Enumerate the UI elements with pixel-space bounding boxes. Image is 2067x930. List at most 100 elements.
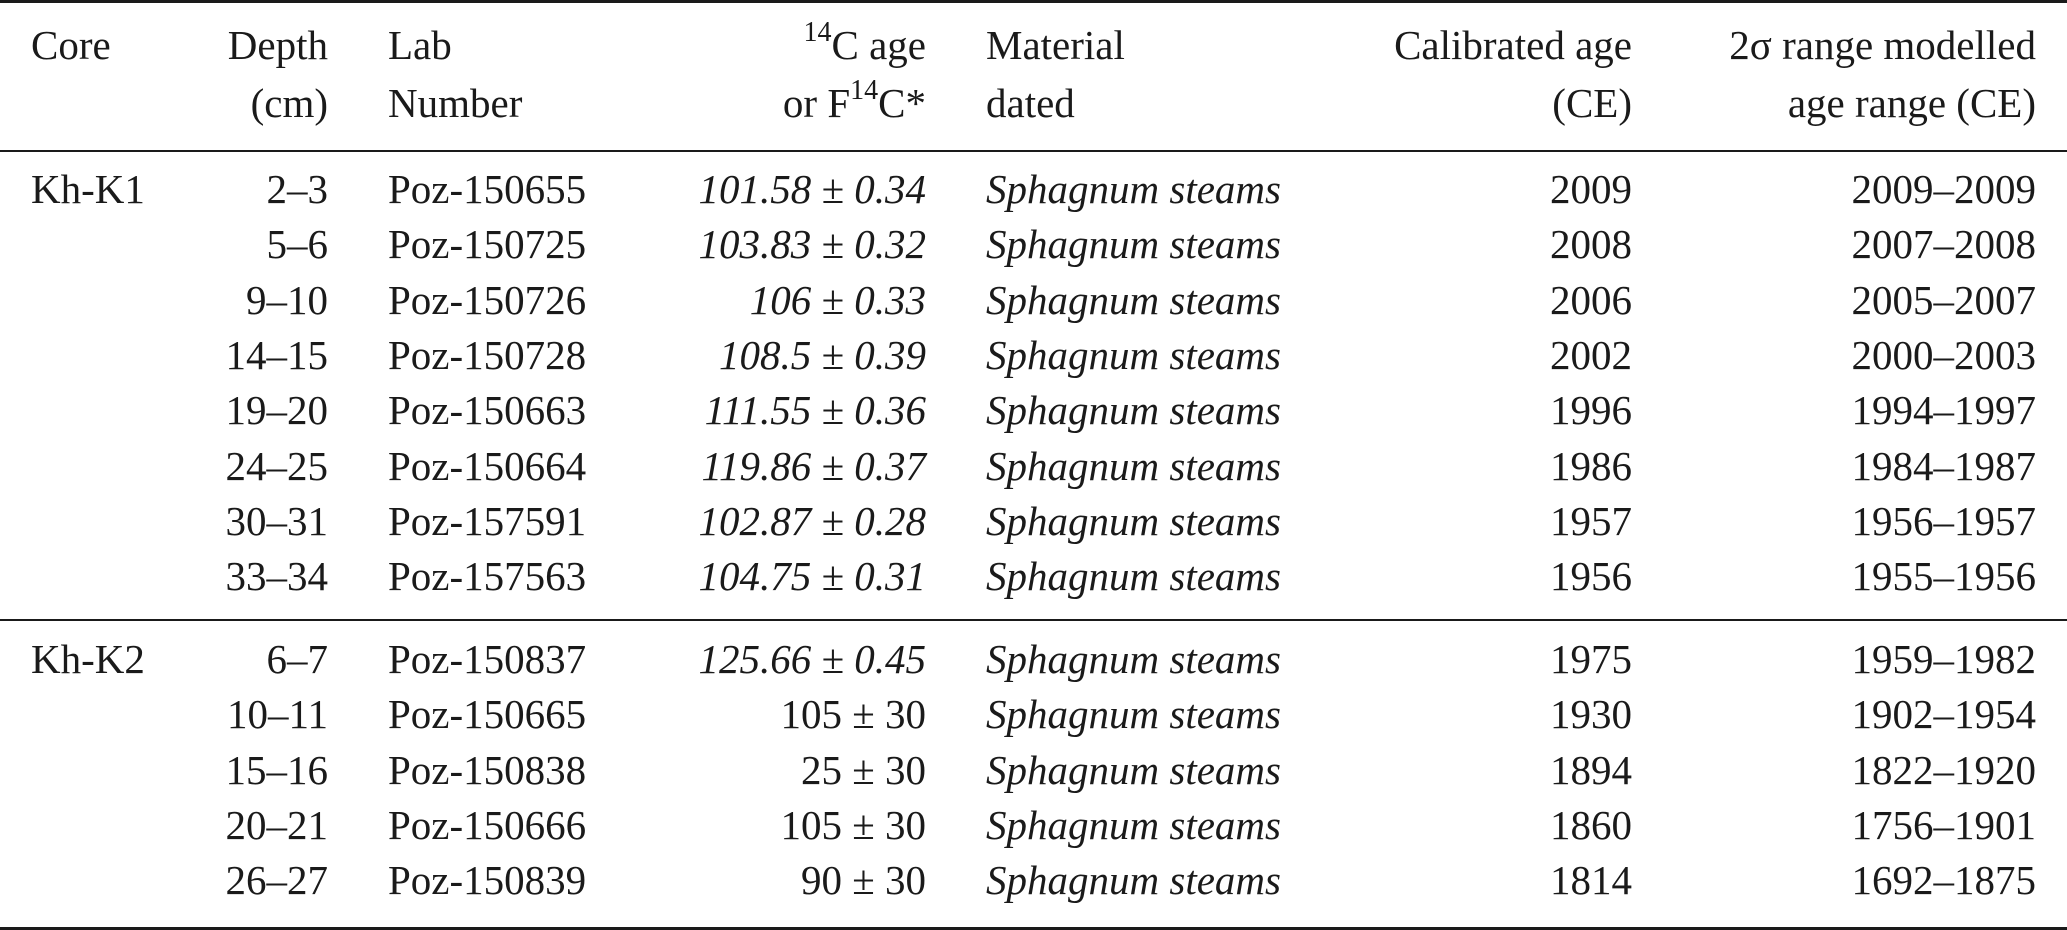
depth-cell: 30–31 bbox=[225, 498, 329, 544]
depth-cell: 14–15 bbox=[225, 332, 329, 378]
lab-number-cell: Poz-157563 bbox=[388, 553, 587, 599]
header-range-line2: age range (CE) bbox=[1787, 80, 2036, 126]
calibrated-age-cell: 1860 bbox=[1550, 802, 1632, 848]
material-cell: Sphagnum steams bbox=[986, 553, 1281, 599]
material-cell: Sphagnum steams bbox=[986, 332, 1281, 378]
age-cell: 108.5 ± 0.39 bbox=[718, 332, 926, 378]
material-cell: Sphagnum steams bbox=[986, 747, 1281, 793]
lab-number-cell: Poz-150726 bbox=[388, 277, 587, 323]
calibrated-age-cell: 1930 bbox=[1550, 691, 1632, 737]
material-cell: Sphagnum steams bbox=[986, 221, 1281, 267]
age-cell: 125.66 ± 0.45 bbox=[698, 636, 926, 682]
header-material-line2: dated bbox=[986, 80, 1075, 126]
calibrated-age-cell: 1957 bbox=[1550, 498, 1632, 544]
table-bottom-rule bbox=[0, 927, 2067, 930]
age-cell: 103.83 ± 0.32 bbox=[698, 221, 926, 267]
header-lab-line1: Lab bbox=[388, 22, 452, 68]
modelled-range-cell: 1956–1957 bbox=[1851, 498, 2037, 544]
depth-cell: 33–34 bbox=[225, 553, 329, 599]
modelled-range-cell: 1984–1987 bbox=[1851, 443, 2037, 489]
calibrated-age-cell: 1956 bbox=[1550, 553, 1632, 599]
header-age-line1-text: C age bbox=[831, 22, 927, 68]
modelled-range-cell: 1994–1997 bbox=[1851, 387, 2037, 433]
lab-number-cell: Poz-150725 bbox=[388, 221, 587, 267]
depth-cell: 6–7 bbox=[266, 636, 329, 682]
lab-number-cell: Poz-150666 bbox=[388, 802, 587, 848]
lab-number-cell: Poz-157591 bbox=[388, 498, 587, 544]
material-cell: Sphagnum steams bbox=[986, 636, 1281, 682]
lab-number-cell: Poz-150728 bbox=[388, 332, 587, 378]
depth-cell: 2–3 bbox=[266, 166, 329, 212]
calibrated-age-cell: 1996 bbox=[1550, 387, 1632, 433]
material-cell: Sphagnum steams bbox=[986, 691, 1281, 737]
modelled-range-cell: 1692–1875 bbox=[1851, 857, 2037, 903]
lab-number-cell: Poz-150664 bbox=[388, 443, 587, 489]
header-calibrated-line1: Calibrated age bbox=[1394, 22, 1632, 68]
header-depth-line2: (cm) bbox=[250, 80, 328, 126]
header-lab-line2: Number bbox=[388, 80, 523, 126]
modelled-range-cell: 1822–1920 bbox=[1851, 747, 2037, 793]
modelled-range-cell: 2000–2003 bbox=[1851, 332, 2037, 378]
calibrated-age-cell: 2002 bbox=[1550, 332, 1632, 378]
material-cell: Sphagnum steams bbox=[986, 857, 1281, 903]
material-cell: Sphagnum steams bbox=[986, 802, 1281, 848]
age-cell: 119.86 ± 0.37 bbox=[701, 443, 926, 489]
age-cell: 105 ± 30 bbox=[780, 691, 926, 737]
depth-cell: 20–21 bbox=[225, 802, 329, 848]
depth-cell: 10–11 bbox=[227, 691, 328, 737]
depth-cell: 9–10 bbox=[246, 277, 328, 323]
header-age-line2: or F14C* bbox=[783, 74, 926, 132]
header-age-line1: 14C age bbox=[804, 16, 927, 74]
header-range-line1: 2σ range modelled bbox=[1729, 22, 2036, 68]
depth-cell: 19–20 bbox=[225, 387, 329, 433]
header-material-line1: Material bbox=[986, 22, 1125, 68]
calibrated-age-cell: 1894 bbox=[1550, 747, 1632, 793]
material-cell: Sphagnum steams bbox=[986, 387, 1281, 433]
age-cell: 106 ± 0.33 bbox=[749, 277, 926, 323]
depth-cell: 15–16 bbox=[225, 747, 329, 793]
age-cell: 90 ± 30 bbox=[800, 857, 926, 903]
modelled-range-cell: 2007–2008 bbox=[1851, 221, 2037, 267]
material-cell: Sphagnum steams bbox=[986, 166, 1281, 212]
calibrated-age-cell: 1975 bbox=[1550, 636, 1632, 682]
age-cell: 104.75 ± 0.31 bbox=[698, 553, 926, 599]
modelled-range-cell: 1756–1901 bbox=[1851, 802, 2037, 848]
age-cell: 111.55 ± 0.36 bbox=[704, 387, 926, 433]
depth-cell: 26–27 bbox=[225, 857, 329, 903]
age-cell: 102.87 ± 0.28 bbox=[698, 498, 926, 544]
lab-number-cell: Poz-150837 bbox=[388, 636, 587, 682]
header-age-line2-post: C* bbox=[878, 80, 926, 126]
modelled-range-cell: 2005–2007 bbox=[1851, 277, 2037, 323]
header-calibrated-line2: (CE) bbox=[1552, 80, 1632, 126]
lab-number-cell: Poz-150663 bbox=[388, 387, 587, 433]
calibrated-age-cell: 2006 bbox=[1550, 277, 1632, 323]
header-core: Core bbox=[31, 22, 111, 68]
core-label: Kh-K1 bbox=[31, 166, 145, 212]
lab-number-cell: Poz-150655 bbox=[388, 166, 587, 212]
age-cell: 25 ± 30 bbox=[800, 747, 926, 793]
lab-number-cell: Poz-150665 bbox=[388, 691, 587, 737]
table-top-rule bbox=[0, 0, 2067, 3]
modelled-range-cell: 1902–1954 bbox=[1851, 691, 2037, 737]
header-age-line2-pre: or F bbox=[782, 80, 851, 126]
material-cell: Sphagnum steams bbox=[986, 443, 1281, 489]
age-cell: 105 ± 30 bbox=[780, 802, 926, 848]
header-rule bbox=[0, 150, 2067, 152]
calibrated-age-cell: 2008 bbox=[1550, 221, 1632, 267]
modelled-range-cell: 1955–1956 bbox=[1851, 553, 2037, 599]
lab-number-cell: Poz-150838 bbox=[388, 747, 587, 793]
modelled-range-cell: 1959–1982 bbox=[1851, 636, 2037, 682]
material-cell: Sphagnum steams bbox=[986, 498, 1281, 544]
depth-cell: 5–6 bbox=[266, 221, 329, 267]
material-cell: Sphagnum steams bbox=[986, 277, 1281, 323]
group-separator-rule bbox=[0, 619, 2067, 621]
calibrated-age-cell: 1814 bbox=[1550, 857, 1632, 903]
header-age-sup1: 14 bbox=[803, 17, 832, 49]
modelled-range-cell: 2009–2009 bbox=[1851, 166, 2037, 212]
header-depth-line1: Depth bbox=[227, 22, 328, 68]
core-label: Kh-K2 bbox=[31, 636, 145, 682]
calibrated-age-cell: 1986 bbox=[1550, 443, 1632, 489]
lab-number-cell: Poz-150839 bbox=[388, 857, 587, 903]
depth-cell: 24–25 bbox=[225, 443, 329, 489]
age-cell: 101.58 ± 0.34 bbox=[698, 166, 926, 212]
